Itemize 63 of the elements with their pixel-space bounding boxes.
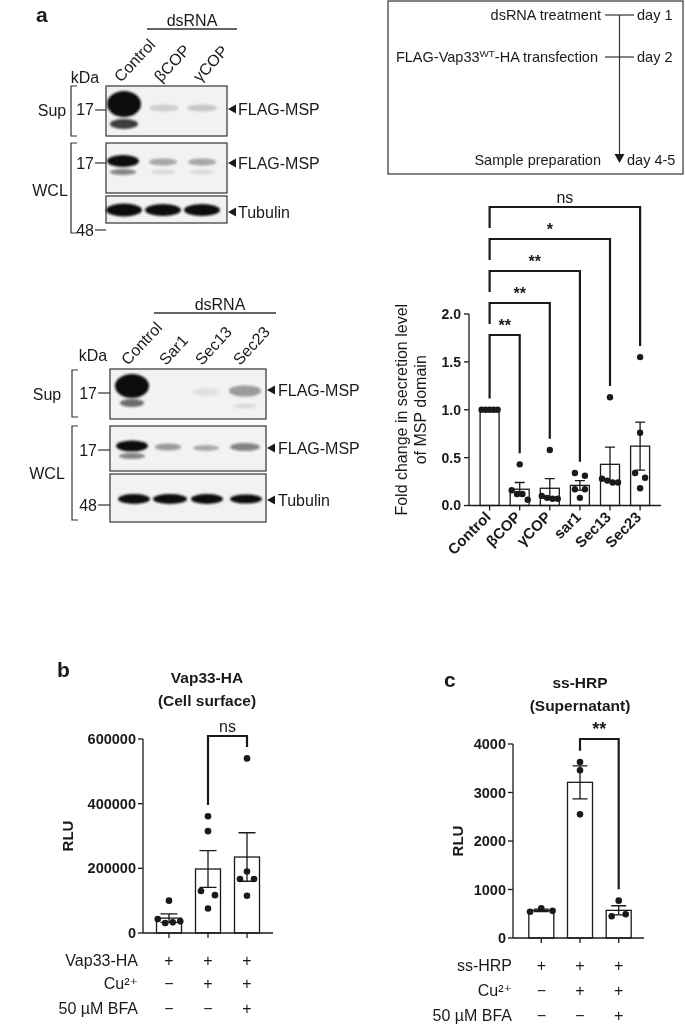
y-tick-label: 1.5: [441, 353, 462, 370]
chart-title: Vap33-HA (Cell surface): [157, 669, 257, 709]
text: FLAG-MSP: [238, 155, 320, 172]
y-tick-label: 4000: [473, 736, 506, 753]
text: ns: [556, 189, 574, 206]
y-tick-label: 600000: [87, 731, 136, 748]
text: kDa: [70, 69, 100, 86]
text: WCL: [29, 465, 65, 482]
y-tick-label: 1.0: [441, 401, 462, 418]
text: *: [546, 221, 554, 238]
text: Tubulin: [278, 492, 330, 509]
y-tick-label: 200000: [87, 860, 136, 877]
text: WCL: [32, 182, 68, 199]
x-tick-label: + − −: [164, 952, 174, 1017]
y-tick-label: 2.0: [441, 305, 462, 322]
x-axis-title: ss-HRP Cu²⁺ 50 µM BFA: [432, 957, 513, 1024]
y-tick-label: 0.5: [441, 449, 462, 466]
chart-title: ss-HRP (Supernatant): [529, 674, 631, 714]
text: **: [528, 253, 542, 270]
text: Sup: [37, 102, 67, 119]
x-tick-label: + + −: [575, 957, 585, 1024]
y-tick-label: 2000: [473, 833, 506, 850]
text: FLAG-Vap33$^{WT}$-HA transfection: [395, 47, 598, 65]
text: b: [57, 658, 70, 681]
text: day 1: [637, 7, 673, 23]
y-tick-label: 1000: [473, 881, 506, 898]
text: Tubulin: [238, 204, 290, 221]
annotation: **: [498, 317, 512, 334]
text: 17: [79, 385, 98, 402]
y-tick-label: 0.0: [441, 497, 462, 514]
text: ns: [219, 718, 236, 735]
text: day 4-5: [627, 152, 676, 168]
text: day 2: [637, 49, 673, 65]
text: dsRNA: [166, 11, 218, 29]
text: FLAG-MSP: [278, 440, 360, 457]
text: **: [513, 285, 527, 302]
text: 48: [79, 497, 98, 514]
text: a: [36, 3, 48, 26]
text: kDa: [78, 347, 108, 364]
x-tick-label: + − −: [536, 957, 546, 1024]
text: FLAG-MSP: [278, 382, 360, 399]
x-axis-title: Vap33-HA Cu²⁺ 50 µM BFA: [58, 952, 139, 1017]
y-axis-title: RLU: [449, 825, 466, 857]
text: 48: [76, 222, 95, 239]
text: dsRNA treatment: [490, 7, 601, 23]
text: **: [592, 719, 607, 739]
x-tick-label: + + +: [242, 952, 252, 1017]
text: 17: [76, 101, 95, 118]
text: dsRNA: [194, 296, 246, 313]
text: 17: [79, 442, 98, 459]
text: Sample preparation: [474, 152, 601, 168]
y-axis-title: Fold change in secretion level of MSP domain: [393, 303, 429, 516]
y-axis-title: RLU: [59, 820, 76, 852]
text: 17: [76, 155, 95, 172]
y-tick-label: 400000: [87, 795, 136, 812]
y-tick-label: 0: [497, 930, 506, 947]
y-tick-label: 3000: [473, 784, 506, 801]
text: FLAG-MSP: [238, 101, 320, 118]
x-tick-label: + + +: [614, 957, 624, 1024]
x-tick-label: + + −: [203, 952, 213, 1017]
text: Sup: [32, 386, 62, 403]
text: c: [444, 668, 456, 691]
y-tick-label: 0: [127, 925, 136, 942]
